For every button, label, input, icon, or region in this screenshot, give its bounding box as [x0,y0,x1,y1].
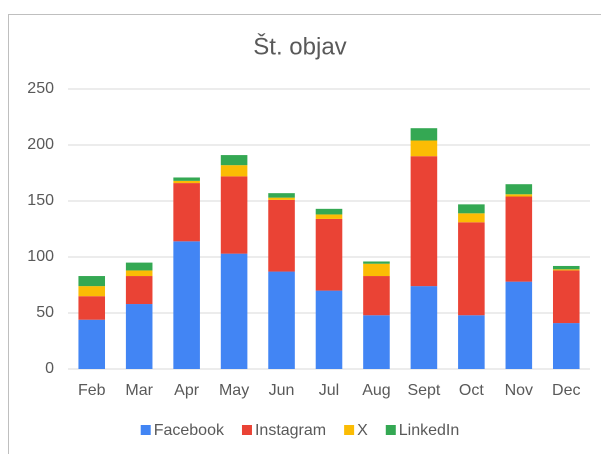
bar-segment [505,281,533,369]
x-tick-label: Sept [407,382,440,399]
bar-segment [458,315,485,369]
bar-segment [315,208,343,215]
legend-swatch [140,425,151,435]
bar-segment [125,262,153,271]
chart-border [8,14,601,454]
bar-segment [410,140,438,157]
bar-segment [315,214,343,219]
chart-title: Št. objav [253,32,346,60]
bar-segment [220,155,248,166]
bar-segment [505,184,533,195]
bar-segment [125,276,153,305]
bar-segment [505,196,533,282]
x-tick-label: Nov [505,382,533,399]
bar-segment [220,253,248,369]
bar-segment [410,128,438,141]
y-tick-label: 0 [45,360,54,377]
bar-segment [410,286,438,369]
bar-segment [173,177,200,181]
y-tick-label: 50 [36,304,54,321]
x-tick-label: Feb [78,382,106,399]
y-tick-label: 100 [27,248,54,265]
bar-segment [363,261,390,264]
bar-segment [552,323,580,369]
bar-segment [173,183,200,242]
x-tick-label: May [219,382,249,399]
legend-swatch [241,425,252,435]
bar-segment [552,265,580,270]
bar-segment [410,156,438,287]
x-tick-label: Dec [552,382,580,399]
y-tick-label: 200 [27,136,54,153]
bar-segment [78,296,106,320]
bar-segment [315,218,343,291]
x-tick-label: Aug [362,382,390,399]
bar-segment [552,270,580,324]
bar-segment [505,194,533,197]
bar-segment [268,197,295,200]
y-tick-label: 250 [27,80,54,97]
legend-swatch [385,425,396,435]
bar-segment [220,176,248,254]
legend-label: Instagram [255,422,326,439]
bar-segment [173,241,200,369]
bar-segment [78,286,106,297]
bar-segment [363,315,390,369]
bar-segment [268,193,295,198]
bar-segment [458,222,485,316]
legend-label: X [357,422,368,439]
legend-label: Facebook [154,422,225,439]
bar-segment [173,180,200,184]
bar-segment [78,276,106,287]
bar-segment [78,319,106,369]
bar-segment [268,271,295,369]
x-tick-label: Jul [319,382,339,399]
bar-segment [268,199,295,272]
legend-swatch [344,425,355,435]
bar-segment [220,165,248,177]
y-tick-label: 150 [27,192,54,209]
bar-segment [458,213,485,223]
bar-segment [458,204,485,214]
x-tick-label: Jun [269,382,295,399]
x-tick-label: Mar [125,382,153,399]
bar-segment [363,263,390,277]
bar-segment [552,269,580,271]
bar-segment [125,270,153,277]
legend-label: LinkedIn [399,422,460,439]
bar-segment [315,290,343,369]
bar-segment [125,304,153,369]
x-tick-label: Oct [459,382,484,399]
x-tick-label: Apr [174,382,200,399]
bar-segment [363,276,390,316]
